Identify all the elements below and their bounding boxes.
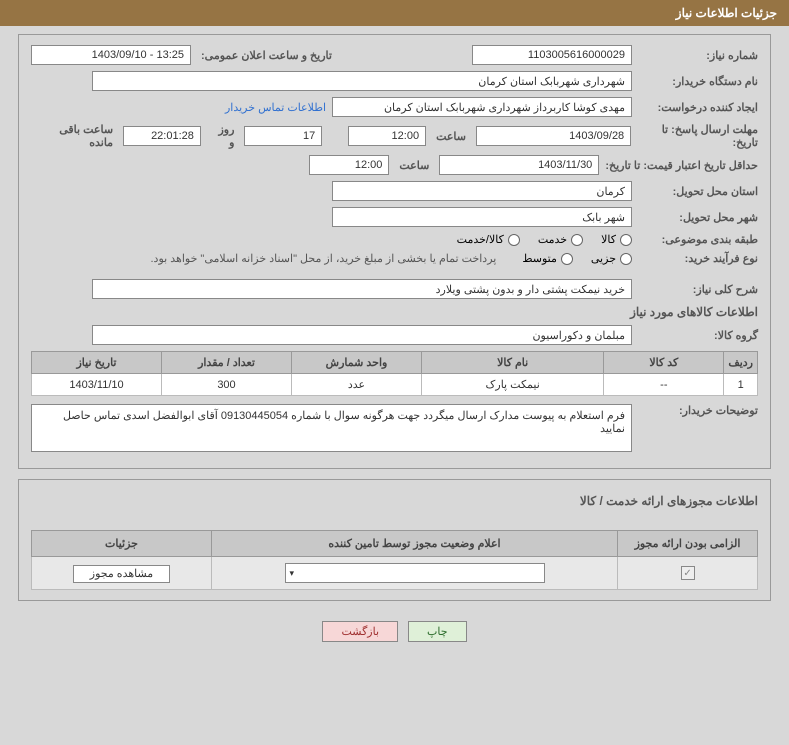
permits-section: اطلاعات مجوزهای ارائه خدمت / کالا الزامی… — [18, 479, 771, 601]
process-note: پرداخت تمام یا بخشی از مبلغ خرید، از محل… — [151, 252, 497, 265]
radio-icon — [561, 253, 573, 265]
radio-both[interactable]: کالا/خدمت — [457, 233, 520, 246]
city-label: شهر محل تحویل: — [638, 211, 758, 224]
buyer-org-value: شهرداری شهربابک استان کرمان — [92, 71, 632, 91]
countdown-timer: 22:01:28 — [123, 126, 201, 146]
status-select[interactable]: ▾ — [285, 563, 545, 583]
cell-qty: 300 — [162, 374, 292, 396]
quote-date: 1403/11/30 — [439, 155, 599, 175]
province-label: استان محل تحویل: — [638, 185, 758, 198]
cell-code: -- — [604, 374, 724, 396]
radio-icon — [620, 253, 632, 265]
view-permit-button[interactable]: مشاهده مجوز — [73, 565, 170, 583]
requester-value: مهدی کوشا کاربرداز شهرداری شهربابک استان… — [332, 97, 632, 117]
print-button[interactable]: چاپ — [408, 621, 467, 642]
main-content: شماره نیاز: 1103005616000029 تاریخ و ساع… — [0, 26, 789, 660]
days-and-label: روز و — [207, 123, 239, 149]
table-row: 1 -- نیمکت پارک عدد 300 1403/11/10 — [32, 374, 758, 396]
response-date: 1403/09/28 — [476, 126, 631, 146]
col-name: نام کالا — [422, 352, 604, 374]
radio-goods[interactable]: کالا — [601, 233, 632, 246]
cell-details: مشاهده مجوز — [32, 557, 212, 590]
col-mandatory: الزامی بودن ارائه مجوز — [618, 531, 758, 557]
time-label-2: ساعت — [395, 159, 433, 172]
table-header-row: الزامی بودن ارائه مجوز اعلام وضعیت مجوز … — [32, 531, 758, 557]
cell-row: 1 — [724, 374, 758, 396]
col-status: اعلام وضعیت مجوز توسط تامین کننده — [212, 531, 618, 557]
page-header: جزئیات اطلاعات نیاز — [0, 0, 789, 26]
radio-service[interactable]: خدمت — [538, 233, 583, 246]
col-details: جزئیات — [32, 531, 212, 557]
buyer-notes-value: فرم استعلام به پیوست مدارک ارسال میگردد … — [31, 404, 632, 452]
table-header-row: ردیف کد کالا نام کالا واحد شمارش تعداد /… — [32, 352, 758, 374]
quote-valid-label: حداقل تاریخ اعتبار قیمت: تا تاریخ: — [605, 159, 758, 172]
cell-mandatory: ✓ — [618, 557, 758, 590]
need-no-label: شماره نیاز: — [638, 49, 758, 62]
col-unit: واحد شمارش — [292, 352, 422, 374]
permits-header: اطلاعات مجوزهای ارائه خدمت / کالا — [31, 494, 758, 508]
col-code: کد کالا — [604, 352, 724, 374]
radio-service-label: خدمت — [538, 233, 567, 246]
cell-date: 1403/11/10 — [32, 374, 162, 396]
desc-value: خرید نیمکت پشتی دار و بدون پشتی ویلارد — [92, 279, 632, 299]
time-label-1: ساعت — [432, 130, 470, 143]
city-value: شهر بابک — [332, 207, 632, 227]
category-label: طبقه بندی موضوعی: — [638, 233, 758, 246]
goods-group-label: گروه کالا: — [638, 329, 758, 342]
radio-medium[interactable]: متوسط — [522, 252, 573, 265]
hours-remain-label: ساعت باقی مانده — [31, 123, 117, 149]
chevron-down-icon: ▾ — [290, 568, 295, 579]
back-button[interactable]: بازگشت — [322, 621, 398, 642]
buyer-org-label: نام دستگاه خریدار: — [638, 75, 758, 88]
desc-label: شرح کلی نیاز: — [638, 283, 758, 296]
page-title: جزئیات اطلاعات نیاز — [676, 6, 777, 20]
details-section: شماره نیاز: 1103005616000029 تاریخ و ساع… — [18, 34, 771, 469]
radio-small[interactable]: جزیی — [591, 252, 632, 265]
days-remaining: 17 — [244, 126, 322, 146]
permits-table: الزامی بودن ارائه مجوز اعلام وضعیت مجوز … — [31, 530, 758, 590]
need-no-value: 1103005616000029 — [472, 45, 632, 65]
announce-label: تاریخ و ساعت اعلان عمومی: — [197, 49, 336, 62]
quote-time: 12:00 — [309, 155, 389, 175]
buyer-contact-link[interactable]: اطلاعات تماس خریدار — [225, 101, 326, 114]
checkbox-disabled: ✓ — [681, 566, 695, 580]
radio-medium-label: متوسط — [522, 252, 557, 265]
goods-group-value: مبلمان و دکوراسیون — [92, 325, 632, 345]
radio-icon — [508, 234, 520, 246]
button-row: چاپ بازگشت — [18, 611, 771, 652]
col-row: ردیف — [724, 352, 758, 374]
requester-label: ایجاد کننده درخواست: — [638, 101, 758, 114]
col-date: تاریخ نیاز — [32, 352, 162, 374]
radio-small-label: جزیی — [591, 252, 616, 265]
cell-name: نیمکت پارک — [422, 374, 604, 396]
process-label: نوع فرآیند خرید: — [638, 252, 758, 265]
radio-goods-label: کالا — [601, 233, 616, 246]
announce-value: 13:25 - 1403/09/10 — [31, 45, 191, 65]
buyer-notes-label: توضیحات خریدار: — [638, 404, 758, 417]
radio-icon — [571, 234, 583, 246]
cell-unit: عدد — [292, 374, 422, 396]
response-time: 12:00 — [348, 126, 426, 146]
province-value: کرمان — [332, 181, 632, 201]
goods-header: اطلاعات کالاهای مورد نیاز — [31, 305, 758, 319]
table-row: ✓ ▾ مشاهده مجوز — [32, 557, 758, 590]
goods-table: ردیف کد کالا نام کالا واحد شمارش تعداد /… — [31, 351, 758, 396]
radio-both-label: کالا/خدمت — [457, 233, 504, 246]
radio-icon — [620, 234, 632, 246]
col-qty: تعداد / مقدار — [162, 352, 292, 374]
cell-status: ▾ — [212, 557, 618, 590]
response-deadline-label: مهلت ارسال پاسخ: تا تاریخ: — [637, 123, 758, 149]
